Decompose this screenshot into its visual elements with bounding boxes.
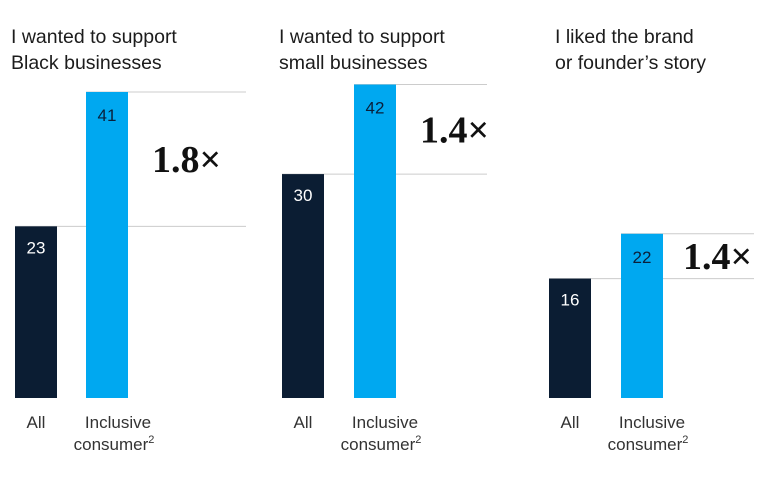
panel-title-3: I liked the brand or founder’s story xyxy=(555,24,706,76)
category-label-inclusive-line2: consumer2 xyxy=(608,434,689,454)
category-label-inclusive-word: consumer xyxy=(341,435,416,454)
bar-value-inclusive: 42 xyxy=(366,99,385,118)
panel-title-3-line2: or founder’s story xyxy=(555,52,707,74)
category-label-inclusive-line2: consumer2 xyxy=(341,434,422,454)
multiplier-label: 1.4× xyxy=(683,236,752,278)
multiplier-label: 1.4× xyxy=(420,109,489,151)
bar-value-all: 30 xyxy=(294,186,313,205)
panel-title-2-line1: I wanted to support xyxy=(279,26,445,48)
panel-title-1: I wanted to support Black businesses xyxy=(11,24,177,76)
bar-inclusive xyxy=(86,92,128,398)
bar-all xyxy=(549,278,591,398)
category-label-all: All xyxy=(294,413,313,432)
bar-value-inclusive: 22 xyxy=(633,248,652,267)
panel-title-1-line2: Black businesses xyxy=(11,52,162,74)
category-label-inclusive-line1: Inclusive xyxy=(85,413,151,432)
footnote-superscript: 2 xyxy=(682,434,688,446)
category-label-inclusive-line2: consumer2 xyxy=(74,434,155,454)
bar-all xyxy=(282,174,324,398)
category-label-inclusive-word: consumer xyxy=(74,435,149,454)
bar-inclusive xyxy=(621,233,663,398)
category-label-all: All xyxy=(561,413,580,432)
panel-title-2: I wanted to support small businesses xyxy=(279,24,445,76)
category-label-inclusive-line1: Inclusive xyxy=(352,413,418,432)
footnote-superscript: 2 xyxy=(148,434,154,446)
bar-inclusive xyxy=(354,84,396,398)
multiplier-label: 1.8× xyxy=(152,139,221,181)
panel-title-2-line2: small businesses xyxy=(279,52,428,74)
bar-value-inclusive: 41 xyxy=(98,106,117,125)
panel-title-3-line1: I liked the brand xyxy=(555,26,694,48)
bar-all xyxy=(15,226,57,398)
footnote-superscript: 2 xyxy=(415,434,421,446)
panel-title-1-line1: I wanted to support xyxy=(11,26,177,48)
bar-value-all: 16 xyxy=(561,291,580,310)
category-label-inclusive-line1: Inclusive xyxy=(619,413,685,432)
bar-value-all: 23 xyxy=(27,238,46,257)
category-label-inclusive-word: consumer xyxy=(608,435,683,454)
category-label-all: All xyxy=(27,413,46,432)
